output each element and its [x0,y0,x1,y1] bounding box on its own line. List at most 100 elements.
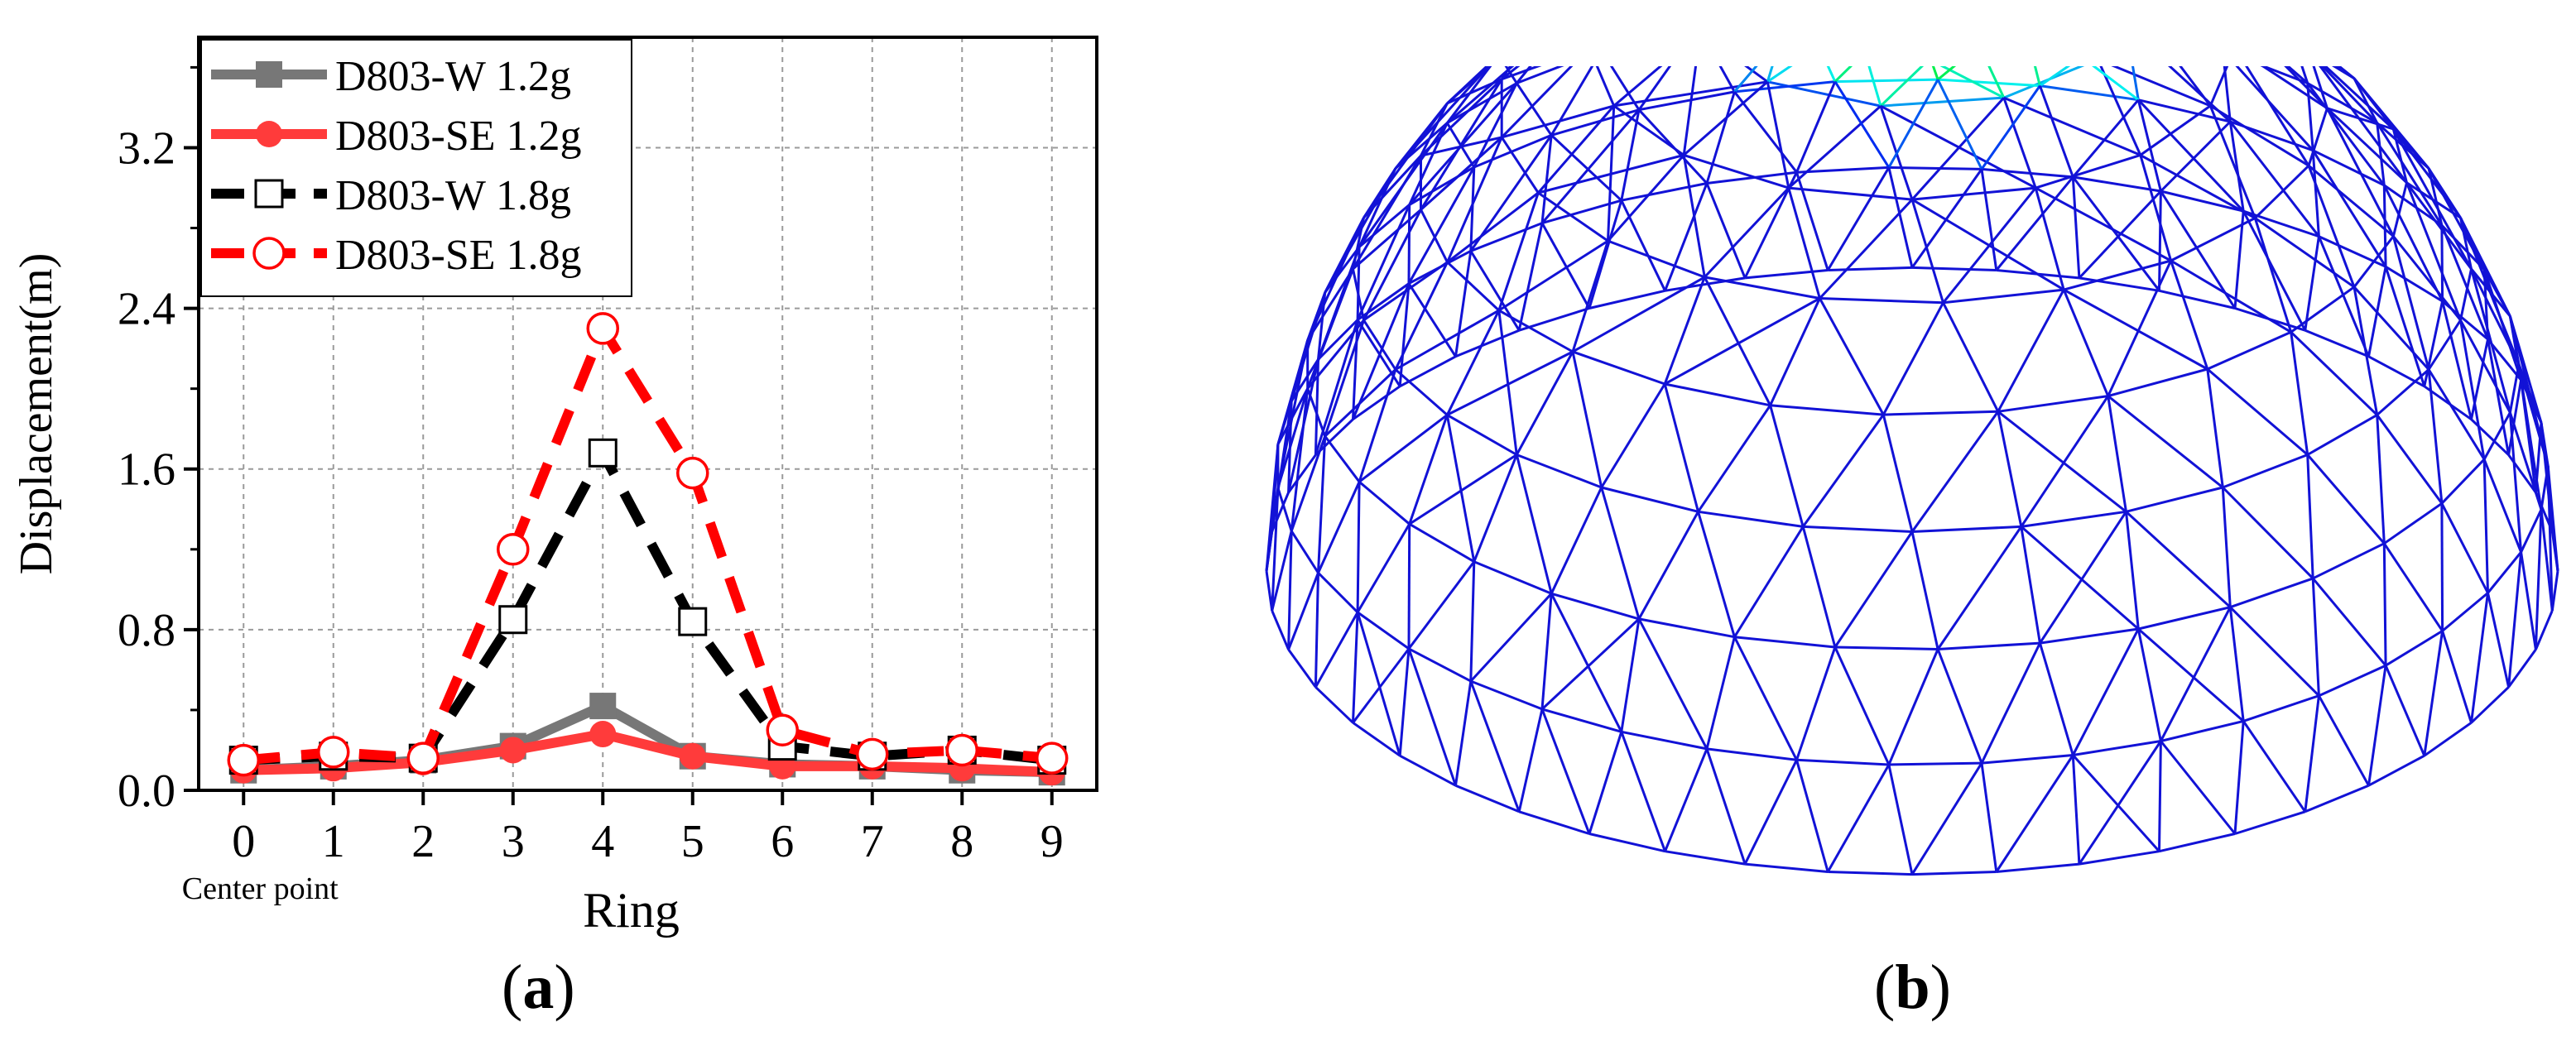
series-layer [227,312,1069,786]
dome-member [1663,276,1706,385]
series-2 [228,438,1067,775]
dome-member [1766,81,1790,189]
chart-grid [199,37,1097,791]
dome-member [1572,276,1706,353]
dome-member [1352,647,1411,724]
dome-member [2208,105,2256,219]
dome-member [2376,414,2444,505]
dome-member [1317,572,1359,613]
dome-member [1500,137,1540,194]
dome-member [1571,351,1603,488]
dome-member [1420,136,1503,211]
dome-member [2520,551,2537,650]
series-3 [227,312,1069,777]
dome-member [2304,329,2370,358]
dome-member [2137,627,2245,722]
dome-member [2079,276,2160,292]
dome-member [1826,66,1837,83]
dome-member [2222,454,2309,489]
dome-member [2320,66,2378,124]
x-tick-label: 6 [771,816,794,867]
dome-member [2020,526,2140,631]
dome-member [2039,66,2071,87]
dome-member [2482,411,2511,460]
dome-member [1324,435,1361,483]
dome-member [1664,748,1709,852]
dome-member [1910,168,1983,269]
dome-member [1352,283,1411,420]
panel-a-letter: a [522,953,555,1022]
dome-member [2160,607,2232,742]
square-marker [498,605,528,635]
dome-member [1981,167,2074,179]
dome-member [2487,551,2522,594]
dome-member [1795,646,1837,761]
x-tick-label: 4 [591,816,614,867]
dome-member [1980,762,1998,872]
dome-member [1910,531,1939,650]
x-tick-label: 1 [322,816,345,867]
dome-member [1911,186,2036,201]
dome-member [2229,606,2320,697]
dome-member [1446,122,1476,168]
dome-member [1473,134,1552,169]
dome-member [1607,239,1705,279]
dome-member [2254,217,2355,289]
dome-member [1265,570,1274,612]
dome-member [1621,730,1708,751]
dome-member [2304,695,2320,812]
dome-member [1356,319,1401,387]
dome-member [1445,310,1501,416]
y-tick-label: 2.4 [118,284,175,335]
dome-member [1407,524,1411,649]
circle-marker [317,736,350,769]
circle-marker [227,743,260,777]
circle-marker [497,533,530,566]
dome-member [1516,82,1553,137]
dome-member [1910,762,1983,876]
dome-member [2207,330,2292,371]
dome-member [2312,149,2385,187]
dome-member [2507,649,2537,689]
dome-member [2306,454,2314,578]
dome-member [2384,266,2426,387]
dome-member [1911,266,1997,271]
x-tick-label: 5 [681,816,704,867]
dome-member [2423,385,2473,420]
dome-member [1883,410,1998,416]
dome-member [2383,502,2443,545]
dome-member [1996,862,2080,873]
dome-member [1697,511,1736,638]
dome-member [1287,358,1319,493]
dome-member [1833,530,1914,648]
dome-member [2376,122,2386,186]
dome-member [1540,222,1591,310]
dome-member [1516,66,1564,84]
dome-member [2459,319,2486,460]
dome-member [1454,680,1473,786]
dome-member [1540,593,1553,710]
dome-member [1888,761,1982,766]
dome-member [1473,560,1552,595]
dome-member [1609,66,1641,111]
dome-member [1446,414,1518,456]
dome-member [2107,260,2172,397]
dome-member [1446,261,1500,312]
y-axis-label: Displacement(m) [11,253,62,575]
dome-member [1665,276,1746,292]
dome-member [1911,871,1997,876]
dome-member [1637,108,1709,185]
dome-member [1980,169,1998,271]
dome-member [1683,153,1790,190]
dome-member [1317,436,1327,573]
dome-member [1540,708,1591,835]
dome-member [1766,80,1882,108]
dome-member [2038,85,2074,178]
dome-member [1395,309,1500,371]
dome-member [1705,182,1747,279]
dome-member [1834,78,1939,84]
x-axis-label: Ring [583,883,680,938]
dome-member [1796,166,1889,174]
dome-member [1469,593,1553,683]
circle-marker [766,713,799,746]
